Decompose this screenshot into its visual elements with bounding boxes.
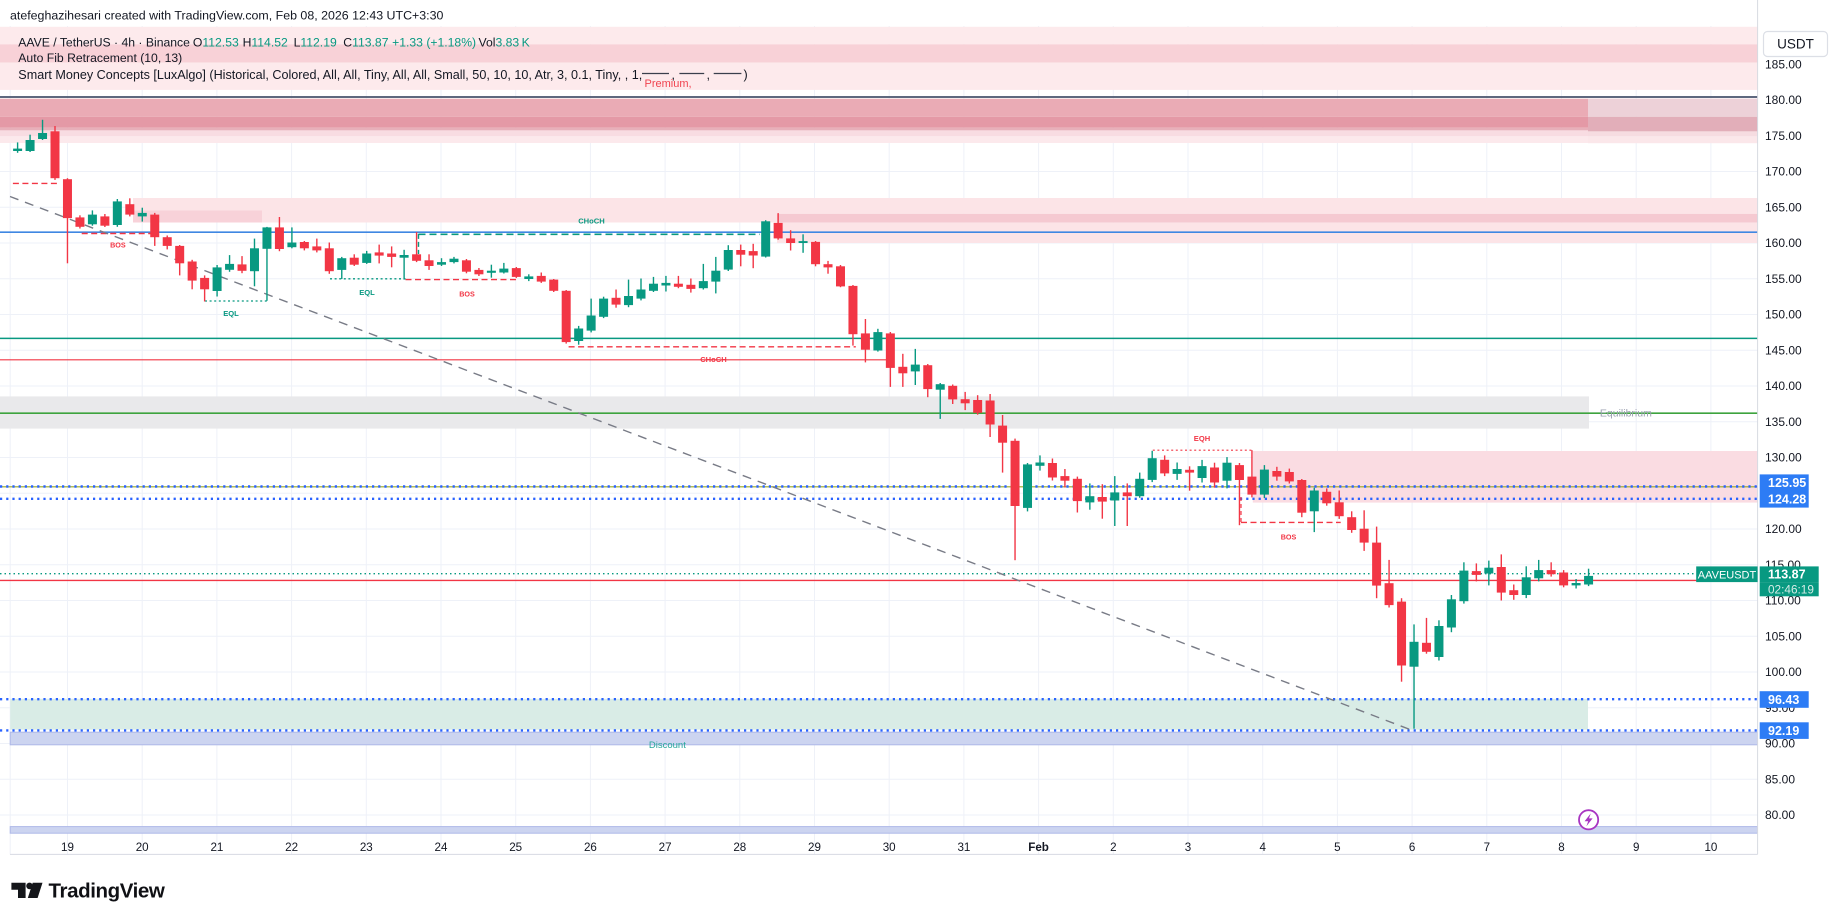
svg-text:29: 29	[808, 841, 821, 854]
svg-text:02:46:19: 02:46:19	[1768, 582, 1814, 596]
svg-text:130.00: 130.00	[1765, 451, 1802, 465]
svg-text:,: ,	[707, 68, 711, 82]
svg-text:7: 7	[1484, 841, 1490, 854]
svg-text:Premium,: Premium,	[645, 78, 692, 90]
svg-text:96.43: 96.43	[1768, 693, 1799, 707]
svg-text:105.00: 105.00	[1765, 630, 1802, 644]
svg-text:135.00: 135.00	[1765, 415, 1802, 429]
svg-text:125.95: 125.95	[1768, 476, 1806, 490]
svg-text:AAVE / TetherUS · 4h · Binance: AAVE / TetherUS · 4h · Binance O112.53 H11…	[18, 35, 529, 49]
svg-text:22: 22	[285, 841, 298, 854]
svg-text:26: 26	[584, 841, 597, 854]
svg-text:23: 23	[360, 841, 373, 854]
svg-text:145.00: 145.00	[1765, 343, 1802, 357]
svg-text:185.00: 185.00	[1765, 58, 1802, 72]
svg-text:Feb: Feb	[1028, 841, 1049, 854]
svg-text:28: 28	[733, 841, 746, 854]
svg-text:EQH: EQH	[1194, 434, 1210, 443]
svg-text:20: 20	[136, 841, 149, 854]
svg-text:30: 30	[883, 841, 896, 854]
svg-text:EQL: EQL	[359, 288, 375, 297]
svg-text:124.28: 124.28	[1768, 493, 1806, 507]
svg-text:4: 4	[1259, 841, 1266, 854]
svg-text:21: 21	[210, 841, 223, 854]
svg-text:27: 27	[659, 841, 672, 854]
svg-text:180.00: 180.00	[1765, 93, 1802, 107]
svg-text:31: 31	[957, 841, 970, 854]
svg-text:Smart Money Concepts [LuxAlgo]: Smart Money Concepts [LuxAlgo] (Historic…	[18, 68, 642, 82]
svg-text:Auto Fib Retracement (10, 13): Auto Fib Retracement (10, 13)	[18, 51, 182, 65]
svg-text:EQL: EQL	[223, 309, 239, 318]
svg-text:,: ,	[672, 68, 676, 82]
svg-text:BOS: BOS	[459, 290, 475, 299]
svg-text:80.00: 80.00	[1765, 808, 1795, 822]
svg-text:25: 25	[509, 841, 522, 854]
svg-text:24: 24	[435, 841, 448, 854]
svg-text:Equilibrium: Equilibrium	[1600, 408, 1652, 420]
svg-text:): )	[744, 68, 748, 82]
svg-text:170.00: 170.00	[1765, 165, 1802, 179]
svg-text:2: 2	[1110, 841, 1116, 854]
svg-text:110.00: 110.00	[1765, 594, 1801, 608]
svg-text:CHoCH: CHoCH	[578, 217, 605, 226]
svg-text:120.00: 120.00	[1765, 522, 1802, 536]
svg-text:5: 5	[1334, 841, 1340, 854]
svg-text:9: 9	[1633, 841, 1639, 854]
svg-text:AAVEUSDT: AAVEUSDT	[1698, 569, 1757, 581]
svg-text:140.00: 140.00	[1765, 379, 1802, 393]
svg-text:155.00: 155.00	[1765, 272, 1802, 286]
svg-text:113.87: 113.87	[1768, 568, 1806, 582]
svg-text:92.19: 92.19	[1768, 724, 1799, 738]
svg-text:160.00: 160.00	[1765, 236, 1802, 250]
svg-text:USDT: USDT	[1777, 37, 1814, 52]
svg-text:10: 10	[1704, 841, 1717, 854]
svg-text:150.00: 150.00	[1765, 308, 1802, 322]
svg-text:BOS: BOS	[110, 241, 126, 250]
svg-text:atefeghazihesari created with: atefeghazihesari created with TradingVie…	[10, 9, 443, 23]
svg-text:TradingView: TradingView	[49, 880, 165, 903]
svg-text:Discount: Discount	[649, 740, 686, 751]
svg-text:8: 8	[1558, 841, 1564, 854]
svg-text:3: 3	[1185, 841, 1191, 854]
svg-text:165.00: 165.00	[1765, 200, 1802, 214]
svg-text:90.00: 90.00	[1765, 737, 1795, 751]
svg-text:19: 19	[61, 841, 74, 854]
svg-text:6: 6	[1409, 841, 1415, 854]
svg-text:CHoCH: CHoCH	[700, 355, 727, 364]
svg-text:BOS: BOS	[1281, 533, 1297, 542]
svg-text:85.00: 85.00	[1765, 773, 1795, 787]
svg-text:100.00: 100.00	[1765, 665, 1802, 679]
svg-text:175.00: 175.00	[1765, 129, 1802, 143]
